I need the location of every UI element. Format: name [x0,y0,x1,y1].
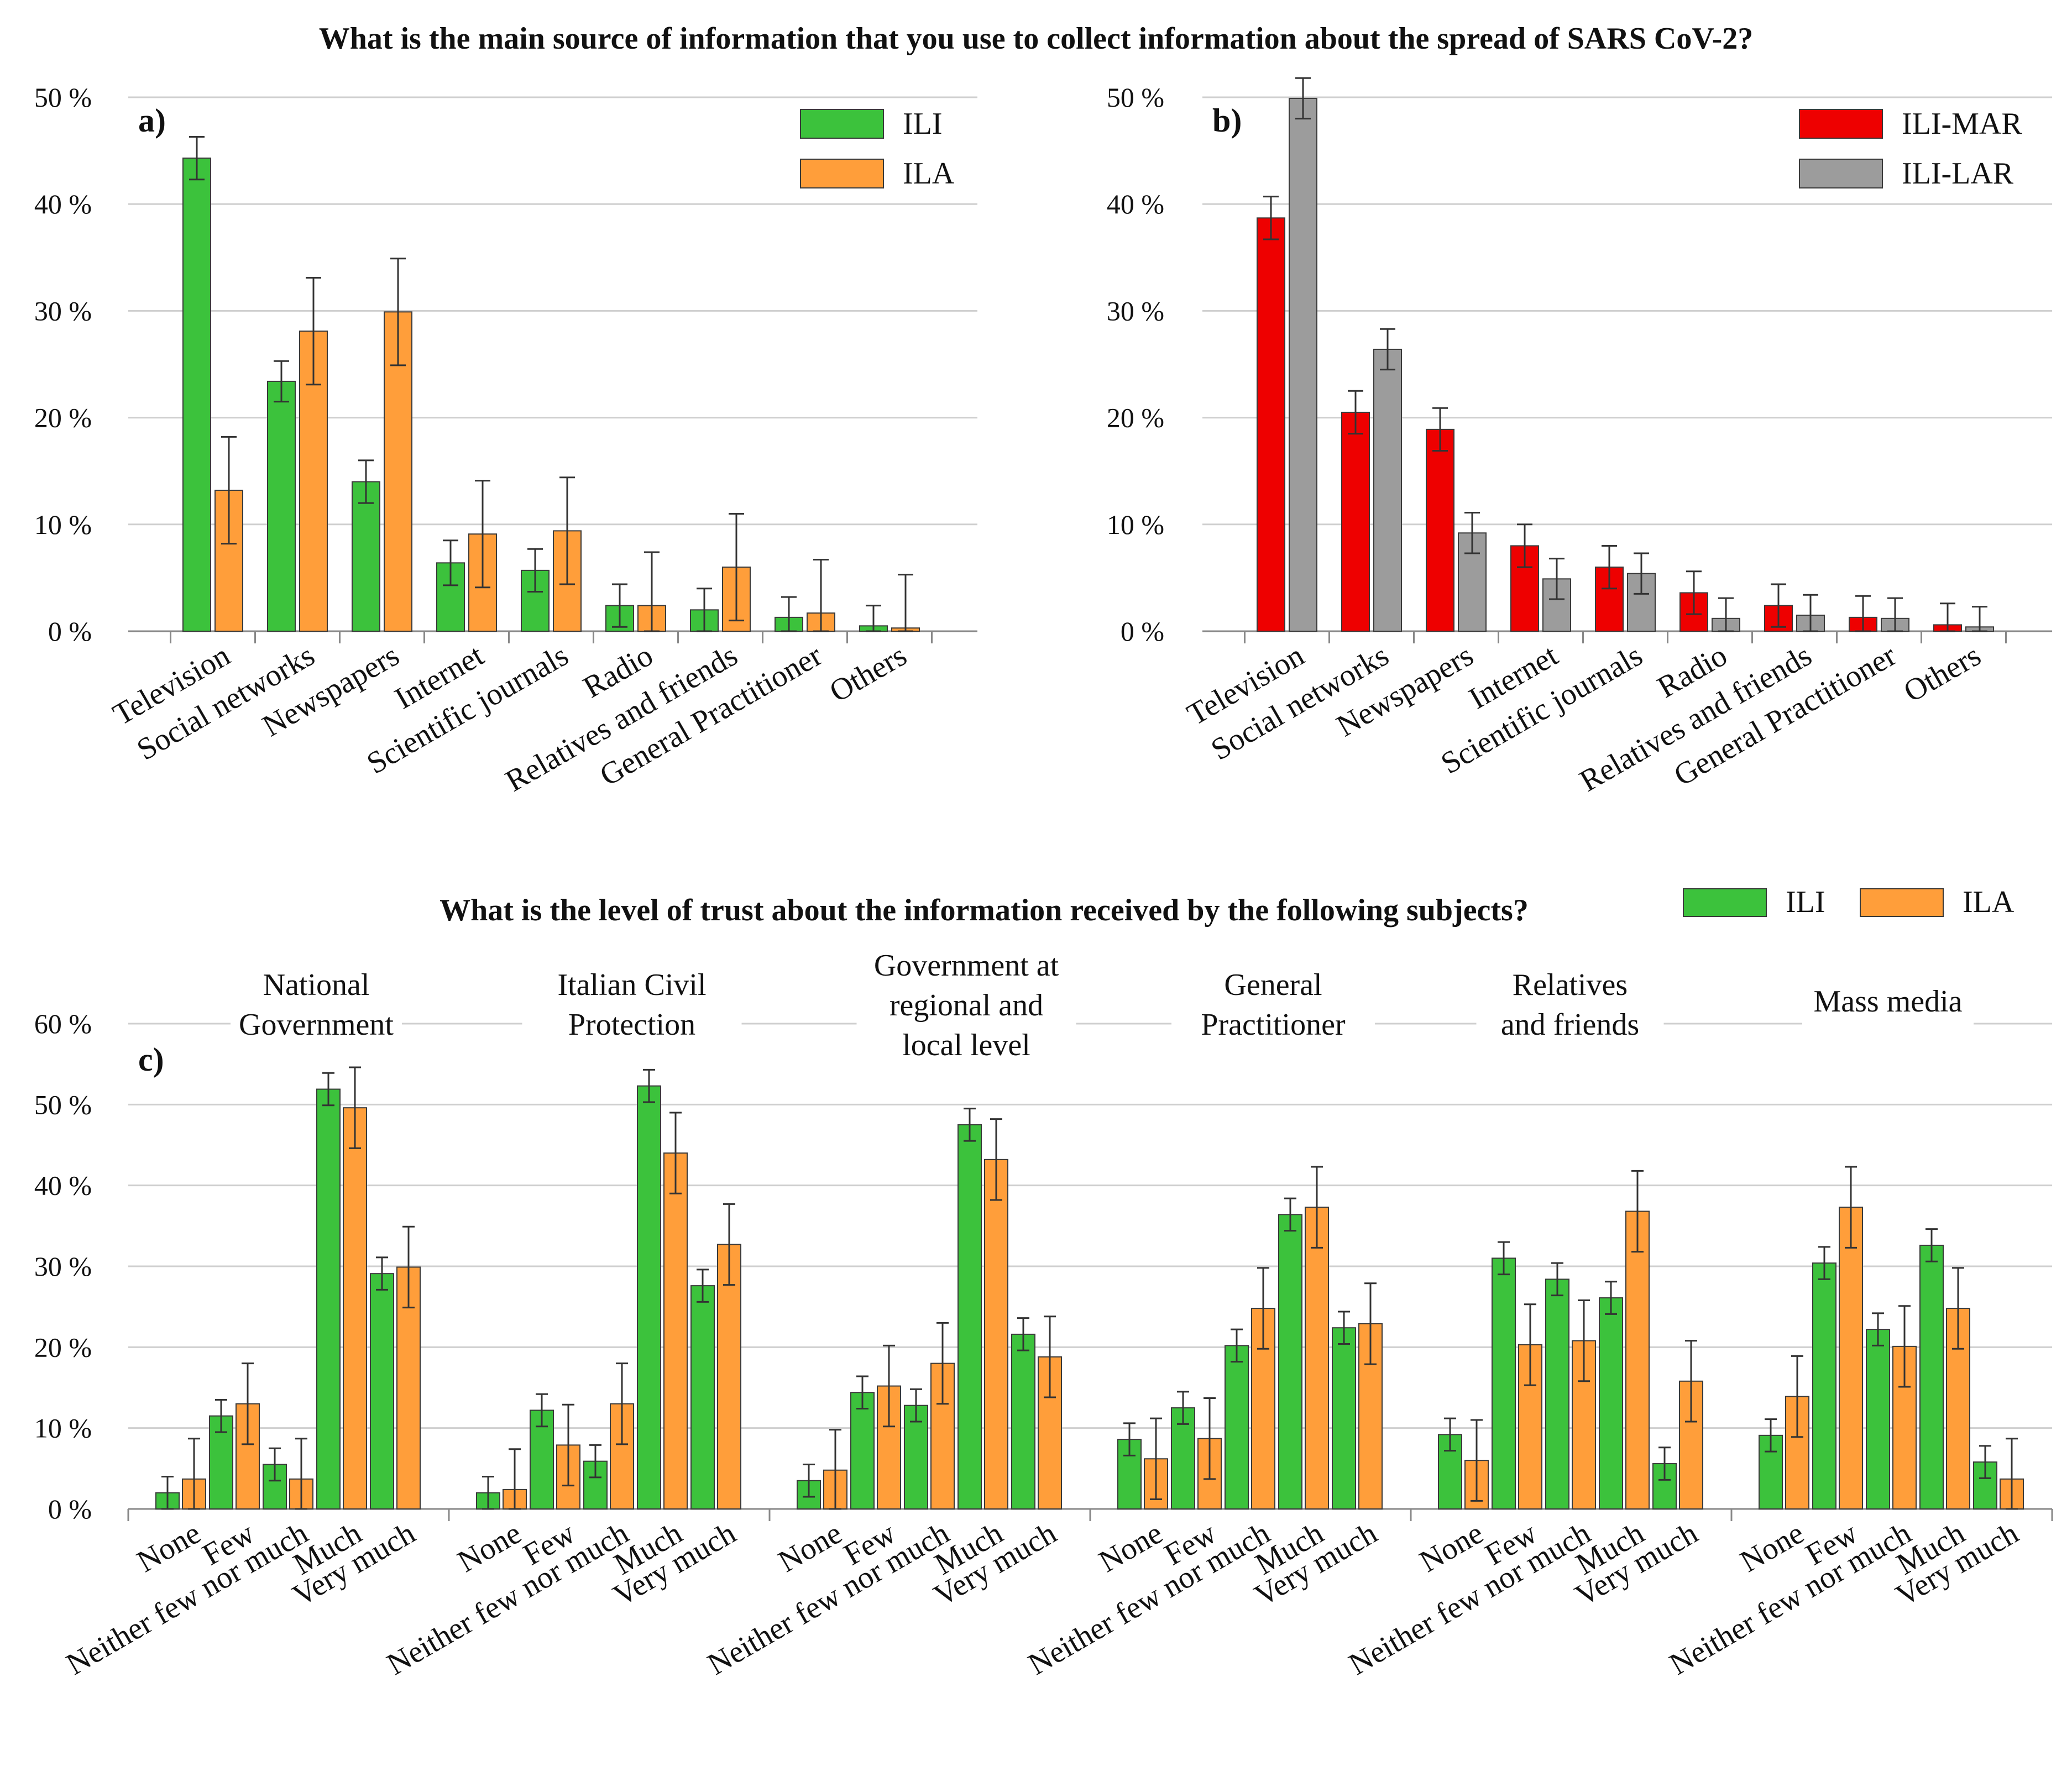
bar-ILI [850,1392,875,1510]
bar-ILI [637,1085,661,1510]
y-tick-label: 30 % [34,295,92,326]
y-tick-label: 60 % [34,1008,92,1039]
legend-label-ILI: ILI [903,107,943,141]
group-title-bg [1802,979,1974,1030]
bar-ILI [316,1088,341,1510]
x-tick-label: Others [824,638,912,709]
legend-label-ILA: ILA [903,156,955,191]
y-tick-label: 50 % [34,1089,92,1120]
bar-ILA [984,1159,1008,1510]
top-title: What is the main source of information t… [319,22,1754,56]
group-title-bg [856,944,1076,1074]
bar-ILI [904,1404,928,1510]
group-title: National [263,968,370,1002]
y-tick-label: 0 % [48,616,92,647]
y-tick-label: 10 % [34,1413,92,1444]
bar-ILI [1919,1244,1944,1510]
legend-swatch-ILI [1683,888,1767,917]
y-tick-label: 10 % [1107,509,1164,540]
group-title: Mass media [1813,984,1962,1019]
x-tick-label: None [1093,1516,1168,1579]
y-tick-label: 40 % [34,188,92,219]
y-tick-label: 30 % [34,1251,92,1282]
group-title: Government [239,1008,394,1042]
bar-ILI [1492,1257,1516,1510]
bar-ILI [1599,1297,1623,1510]
bar-ILI [1332,1327,1356,1510]
y-tick-label: 20 % [34,402,92,433]
bar-ILI-MAR [1426,428,1454,632]
panel-label: b) [1212,102,1242,139]
panel-label: a) [138,102,166,139]
group-title-bg [231,963,402,1054]
bar-ILI [1278,1214,1302,1510]
bar-ILI [370,1273,394,1510]
x-tick-label: None [131,1516,206,1579]
legend-swatch-ILI-MAR [1799,109,1883,139]
bar-ILA [717,1244,741,1510]
bar-ILI [1011,1333,1035,1510]
bar-ILA [663,1152,688,1510]
legend-label-ILI: ILI [1786,885,1825,919]
y-tick-label: 30 % [1107,295,1164,326]
group-title: Government at [874,948,1059,983]
bar-ILI [1812,1262,1836,1510]
y-tick-label: 0 % [48,1493,92,1524]
y-tick-label: 0 % [1121,616,1164,647]
y-tick-label: 20 % [34,1332,92,1362]
bar-ILI [182,158,211,632]
y-tick-label: 40 % [34,1170,92,1201]
y-tick-label: 40 % [1107,188,1164,219]
y-tick-label: 20 % [1107,402,1164,433]
group-title: Relatives [1513,968,1628,1002]
x-tick-label: None [452,1516,527,1579]
bar-ILI [1225,1345,1249,1510]
group-title: General [1224,968,1322,1002]
group-title: local level [902,1028,1030,1062]
legend-swatch-ILI-LAR [1799,159,1883,188]
y-tick-label: 50 % [1107,82,1164,113]
bar-ILI [1866,1329,1890,1510]
bar-ILI [267,380,296,632]
y-tick-label: 10 % [34,509,92,540]
panel-label: c) [138,1041,164,1078]
panel-b-chart: 0 %10 %20 %30 %40 %50 %b)TelevisionSocia… [1107,77,2052,799]
bar-ILA [1839,1207,1863,1510]
x-tick-label: None [1414,1516,1489,1579]
legend-swatch-ILA [1860,888,1944,917]
group-title: regional and [890,988,1043,1023]
group-title-bg [522,963,742,1054]
group-title-bg [1476,963,1664,1054]
bar-ILI-MAR [1257,217,1285,632]
legend-swatch-ILA [800,159,884,188]
bar-ILI [957,1124,982,1510]
bar-ILI [690,1285,715,1510]
bar-ILI-LAR [1289,97,1317,632]
group-title: Practitioner [1201,1008,1346,1042]
legend-label-ILI-MAR: ILI-MAR [1902,107,2022,141]
bar-ILA [343,1107,367,1510]
bottom-title: What is the level of trust about the inf… [439,893,1529,927]
x-tick-label: None [1734,1516,1809,1579]
legend-label-ILA: ILA [1963,885,2015,919]
group-title: Italian Civil [557,968,706,1002]
x-tick-label: Others [1898,638,1986,709]
x-tick-label: None [772,1516,847,1579]
bar-ILI-LAR [1373,348,1402,632]
bar-ILI [352,481,380,632]
panel-a-chart: 0 %10 %20 %30 %40 %50 %a)TelevisionSocia… [34,82,977,799]
bar-ILI [1438,1434,1462,1510]
legend-swatch-ILI [800,109,884,139]
bar-ILA [1625,1210,1650,1510]
bar-ILI [1545,1278,1569,1510]
panel-c-chart: 0 % 10 % 20 % 30 % 40 % 50 % 60 % c) National Gov… [34,885,2053,1682]
bar-ILI-MAR [1341,411,1370,632]
y-tick-label: 50 % [34,82,92,113]
group-title: Protection [568,1008,695,1042]
bar-ILA [1305,1207,1329,1510]
legend-label-ILI-LAR: ILI-LAR [1902,156,2014,191]
group-title-bg [1171,963,1375,1054]
group-title: and friends [1501,1008,1639,1042]
